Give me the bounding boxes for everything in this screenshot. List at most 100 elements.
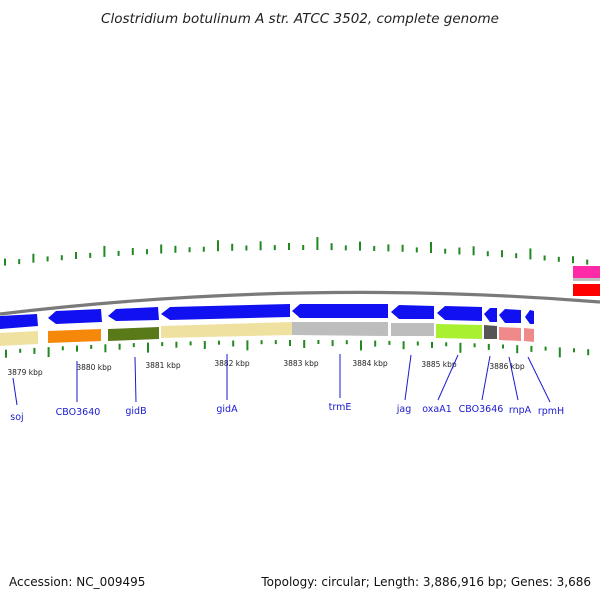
gc-content-track [4,237,589,266]
gc-tick [444,248,447,254]
gc-tick [132,343,135,348]
gc-tick [89,252,92,258]
gc-tick [558,347,561,358]
gc-tick [274,340,277,345]
leader-line-cbo3646 [481,355,491,401]
gc-tick [146,249,148,255]
gc-tick [90,344,93,349]
gc-tick [459,342,462,353]
gc-tick [431,341,433,348]
cog-block-soj [0,331,38,346]
gc-tick [175,341,178,348]
gc-tick [174,245,177,253]
gc-tick [246,340,249,351]
gc-tick [472,246,475,256]
gc-tick [232,340,235,347]
gene-leader-lines [12,354,551,406]
genome-title: Clostridium botulinum A str. ATCC 3502, … [101,11,499,27]
gene-arrow-gida [161,304,290,320]
gc-tick [501,250,503,258]
gc-tick [202,246,205,252]
leader-line-gidb [134,356,137,403]
gene-labels: soj CBO3640 gidB gidA trmE jag oxaA1 CBO… [10,402,564,423]
gc-tick [345,340,348,345]
gene-arrow-oxaa1 [437,306,482,321]
cog-block-oxaa1 [436,324,482,339]
gc-tick [147,342,149,353]
gc-tick [245,245,248,251]
gene-label-soj: soj [10,412,23,423]
gc-tick [75,252,77,259]
gc-tick [118,343,121,350]
gc-tick [515,253,518,259]
gc-tick [302,245,305,250]
gc-tick [486,251,489,257]
red-feature [573,284,600,296]
kbp-tick-label: 3883 kbp [283,359,319,368]
gene-label-rpmh: rpmH [538,406,564,417]
gc-tick [330,243,333,251]
gene-arrow-track [0,304,534,329]
gc-tick [161,342,164,347]
gc-tick [502,344,504,349]
gc-tick [131,248,134,255]
gc-tick [273,245,276,251]
gc-tick [189,341,192,346]
gc-tick [529,248,532,260]
gc-tick [117,250,120,256]
gc-tick [18,259,21,265]
gc-tick [160,244,163,254]
kbp-tick-label: 3879 kbp [7,368,43,377]
accession-text: Accession: NC_009495 [9,575,146,589]
gc-tick [344,245,347,251]
gc-tick [374,340,377,347]
gc-tick [458,247,461,255]
gc-tick [572,256,574,264]
gene-arrow-gidb [108,307,159,321]
gc-tick [360,340,362,351]
leader-line-rpmh [527,356,551,403]
gene-arrow-trme [292,304,388,318]
gc-tick [416,341,419,346]
cog-block-cbo3640 [48,329,101,343]
genome-backbone [0,290,600,316]
gc-tick [317,340,320,344]
cog-block-gidb [108,327,159,341]
gene-arrow-cbo3640 [48,309,102,324]
gc-tick [259,241,262,251]
gc-tick [430,242,432,253]
gc-tick [445,342,448,347]
gc-tick [218,340,220,345]
genome-summary-text: Topology: circular; Length: 3,886,916 bp… [261,575,591,589]
gc-tick [47,347,50,358]
gene-label-gidb: gidB [125,406,146,417]
gc-tick [231,243,234,251]
gc-tick [401,244,404,252]
cog-category-track [0,322,534,346]
kbp-tick-label: 3882 kbp [214,359,250,368]
kbp-tick-label: 3881 kbp [145,361,181,370]
gc-tick [103,245,106,257]
gc-tick [557,256,560,262]
gc-tick [373,246,376,251]
gc-tick [415,247,418,253]
gc-tick [543,255,546,261]
gc-skew-track [5,340,590,358]
gene-label-cbo3646: CBO3646 [459,404,504,415]
gene-label-cbo3640: CBO3640 [56,407,101,418]
gene-arrow-jag [391,305,434,319]
gc-tick [316,237,319,250]
gc-tick [288,243,290,250]
gc-tick [544,346,547,351]
kbp-tick-label: 3885 kbp [421,360,457,369]
gc-tick [217,240,219,252]
gene-label-gida: gidA [216,404,238,415]
kbp-scale: 3879 kbp 3880 kbp 3881 kbp 3882 kbp 3883… [7,359,525,377]
cog-block-cbo3646 [484,325,497,339]
gene-label-oxaa1: oxaA1 [422,404,452,415]
gc-tick [530,345,533,352]
gc-tick [587,349,590,356]
gc-tick [32,253,35,263]
kbp-tick-label: 3884 kbp [352,359,388,368]
